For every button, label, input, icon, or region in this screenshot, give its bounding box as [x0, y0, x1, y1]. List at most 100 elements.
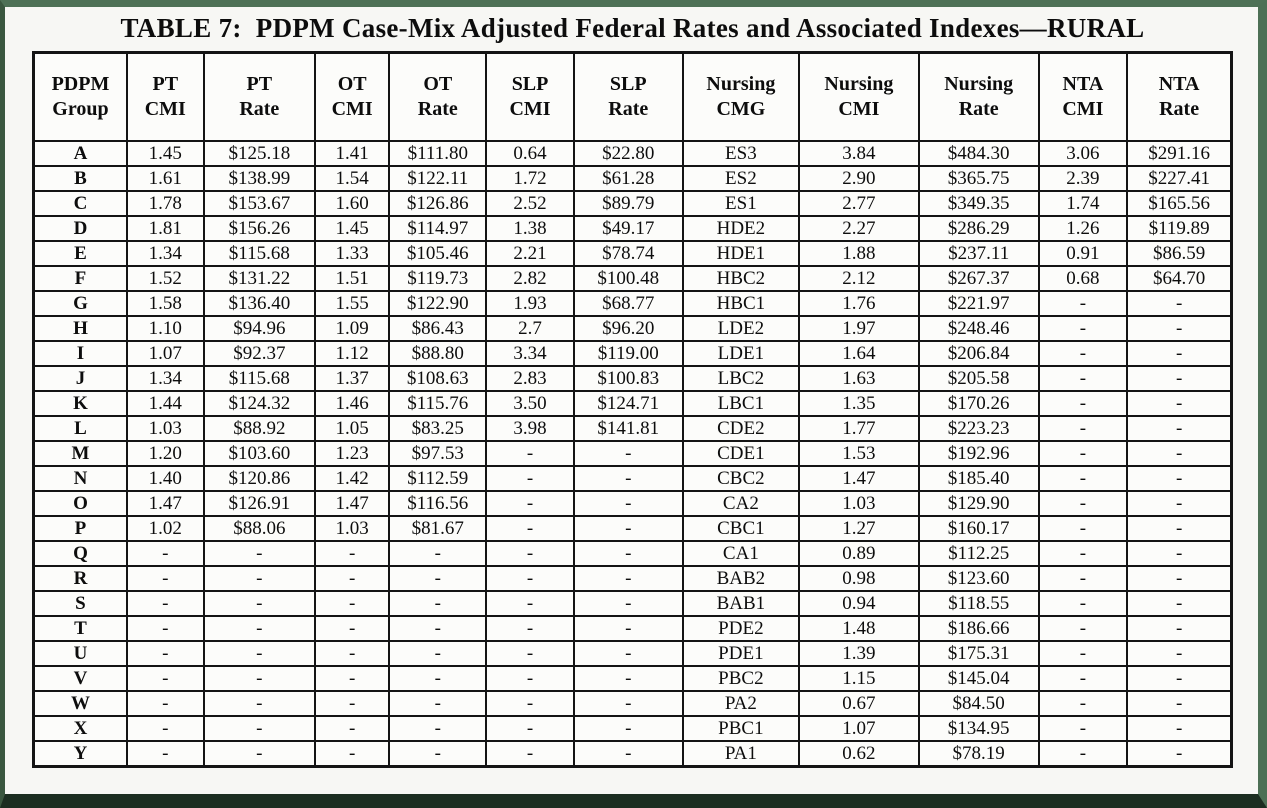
table-cell: $119.73: [388, 264, 488, 292]
table-cell: -: [202, 564, 317, 592]
table-cell: -: [202, 589, 317, 617]
table-cell: -: [1126, 489, 1233, 517]
table-cell: $123.60: [917, 564, 1040, 592]
table-cell: 3.50: [485, 389, 575, 417]
table-cell: -: [485, 489, 575, 517]
column-header: SLP CMI: [485, 51, 575, 142]
table-cell: $114.97: [388, 214, 488, 242]
table-cell: -: [485, 439, 575, 467]
table-cell: 1.38: [485, 214, 575, 242]
pdpm-rates-table: PDPM Group PT CMI PT Rate OT CMI OT Rate SLP CMI SLP…: [32, 51, 1233, 768]
column-header: PT Rate: [202, 51, 317, 142]
table-cell: 1.44: [125, 389, 205, 417]
pdpm-group-cell: L: [32, 414, 128, 442]
table-cell: -: [572, 689, 684, 717]
table-cell: $145.04: [917, 664, 1040, 692]
table-cell: 1.26: [1037, 214, 1129, 242]
table-cell: $349.35: [917, 189, 1040, 217]
table-cell: $120.86: [202, 464, 317, 492]
table-row: J 1.34 $115.68 1.37 $108.63 2.83 $100.83 LBC2 1.…: [32, 364, 1233, 392]
table-cell: 1.46: [314, 389, 391, 417]
table-cell: $88.06: [202, 514, 317, 542]
table-cell: -: [202, 664, 317, 692]
table-cell: -: [572, 664, 684, 692]
table-cell: $237.11: [917, 239, 1040, 267]
table-row: D 1.81 $156.26 1.45 $114.97 1.38 $49.17 HDE2 2.2…: [32, 214, 1233, 242]
table-cell: -: [388, 714, 488, 742]
pdpm-group-cell: A: [32, 139, 128, 167]
table-cell: -: [202, 714, 317, 742]
table-cell: 1.07: [797, 714, 920, 742]
table-cell: 1.47: [125, 489, 205, 517]
table-cell: -: [125, 689, 205, 717]
table-cell: 1.58: [125, 289, 205, 317]
pdpm-group-cell: H: [32, 314, 128, 342]
table-cell: $94.96: [202, 314, 317, 342]
header-row: PDPM Group PT CMI PT Rate OT CMI OT Rate SLP CMI SLP…: [32, 51, 1233, 142]
table-cell: ES1: [681, 189, 800, 217]
table-cell: -: [1037, 514, 1129, 542]
table-cell: 1.48: [797, 614, 920, 642]
table-cell: -: [1037, 614, 1129, 642]
table-cell: -: [1126, 314, 1233, 342]
table-cell: -: [572, 639, 684, 667]
table-cell: CA1: [681, 539, 800, 567]
table-cell: 1.60: [314, 189, 391, 217]
table-cell: CBC2: [681, 464, 800, 492]
table-cell: LBC2: [681, 364, 800, 392]
table-row: B 1.61 $138.99 1.54 $122.11 1.72 $61.28 ES2 2.90…: [32, 164, 1233, 192]
table-cell: -: [314, 589, 391, 617]
table-cell: -: [572, 539, 684, 567]
table-cell: $126.86: [388, 189, 488, 217]
table-cell: BAB1: [681, 589, 800, 617]
table-cell: 2.83: [485, 364, 575, 392]
table-cell: -: [388, 539, 488, 567]
table-cell: $103.60: [202, 439, 317, 467]
table-cell: $119.00: [572, 339, 684, 367]
table-cell: -: [1037, 464, 1129, 492]
table-cell: $108.63: [388, 364, 488, 392]
table-cell: 0.62: [797, 739, 920, 767]
table-cell: $105.46: [388, 239, 488, 267]
pdpm-group-cell: J: [32, 364, 128, 392]
table-cell: $165.56: [1126, 189, 1233, 217]
table-cell: -: [485, 464, 575, 492]
table-cell: 1.03: [125, 414, 205, 442]
table-cell: 1.27: [797, 514, 920, 542]
table-cell: -: [1037, 564, 1129, 592]
table-row: M 1.20 $103.60 1.23 $97.53- - CDE1 1.53 $192.96-…: [32, 439, 1233, 467]
table-cell: -: [1037, 414, 1129, 442]
table-cell: $134.95: [917, 714, 1040, 742]
table-cell: -: [485, 689, 575, 717]
table-cell: -: [1037, 439, 1129, 467]
table-cell: 1.09: [314, 314, 391, 342]
table-cell: -: [388, 589, 488, 617]
table-cell: PBC1: [681, 714, 800, 742]
table-cell: 3.84: [797, 139, 920, 167]
table-cell: $227.41: [1126, 164, 1233, 192]
table-cell: 2.7: [485, 314, 575, 342]
table-cell: 1.45: [314, 214, 391, 242]
table-cell: $124.71: [572, 389, 684, 417]
table-cell: -: [572, 439, 684, 467]
table-cell: 1.20: [125, 439, 205, 467]
table-cell: 1.15: [797, 664, 920, 692]
table-cell: -: [314, 739, 391, 767]
table-cell: -: [572, 514, 684, 542]
table-row: F 1.52 $131.22 1.51 $119.73 2.82 $100.48 HBC2 2.…: [32, 264, 1233, 292]
table-cell: 1.81: [125, 214, 205, 242]
table-cell: 1.35: [797, 389, 920, 417]
table-cell: 1.23: [314, 439, 391, 467]
table-cell: PDE1: [681, 639, 800, 667]
table-cell: $97.53: [388, 439, 488, 467]
table-cell: $131.22: [202, 264, 317, 292]
table-row: K 1.44 $124.32 1.46 $115.76 3.50 $124.71 LBC1 1.…: [32, 389, 1233, 417]
table-cell: -: [1126, 364, 1233, 392]
table-cell: -: [1126, 714, 1233, 742]
table-cell: -: [1037, 639, 1129, 667]
pdpm-group-cell: K: [32, 389, 128, 417]
table-cell: -: [1126, 664, 1233, 692]
table-cell: 1.40: [125, 464, 205, 492]
table-cell: $83.25: [388, 414, 488, 442]
table-cell: $223.23: [917, 414, 1040, 442]
